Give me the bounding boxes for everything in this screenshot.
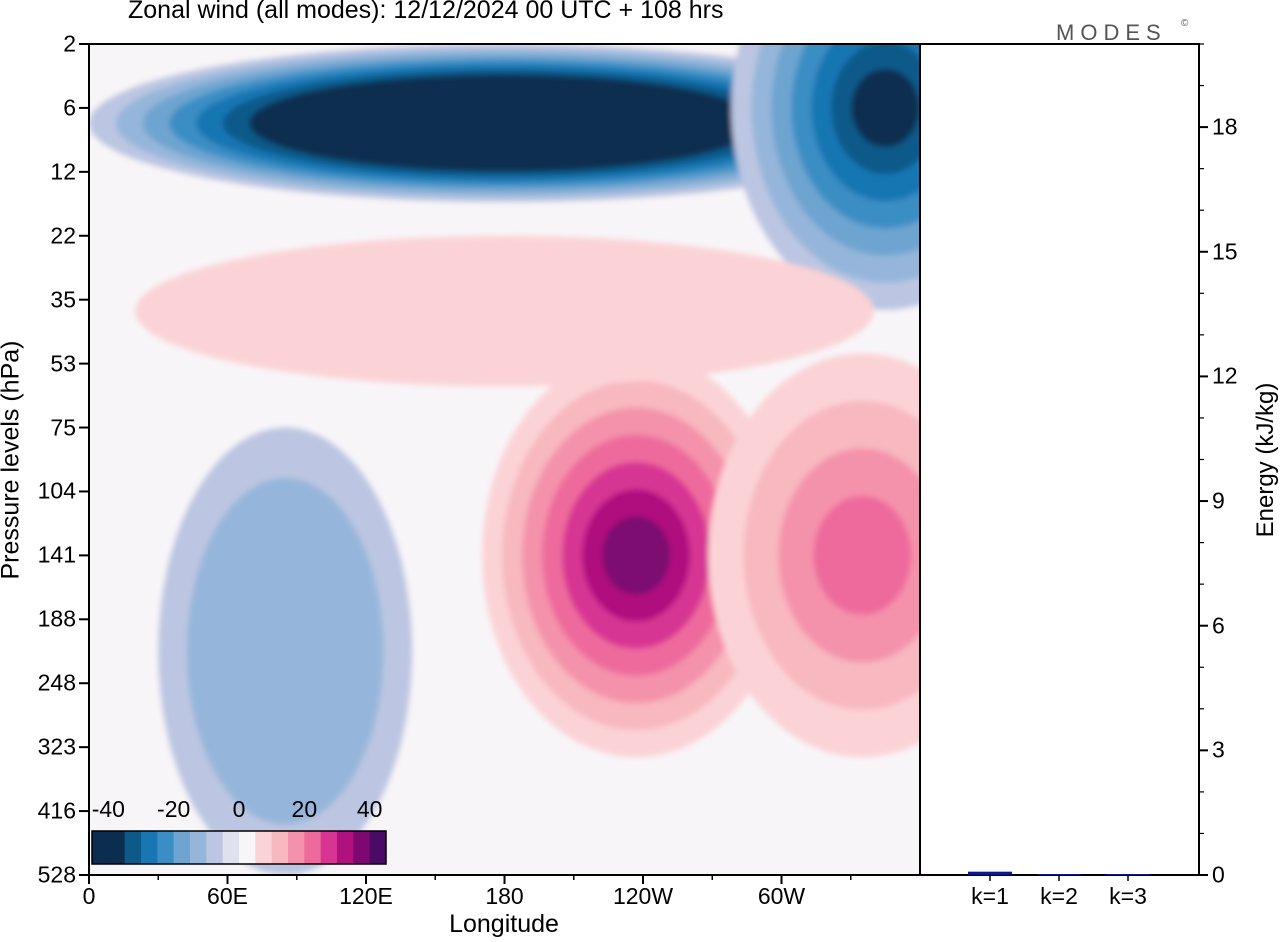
- y-tick-label: 141: [37, 541, 76, 568]
- colorbar-swatch: [320, 831, 338, 864]
- x-axis-label: Longitude: [449, 910, 559, 938]
- x-tick-label: 0: [82, 883, 96, 909]
- energy-bar-k=1: [968, 871, 1012, 875]
- y-tick-label: 528: [37, 861, 76, 888]
- mode-tick-label: k=3: [1109, 883, 1147, 909]
- field-feature-5: [158, 427, 413, 875]
- field-feature-0: [89, 44, 920, 203]
- colorbar-swatch: [271, 831, 289, 864]
- energy-bar-k=2: [1037, 874, 1081, 875]
- y-tick-label: 22: [50, 222, 76, 249]
- mode-tick-label: k=2: [1040, 883, 1078, 909]
- x-tick-label: 60E: [207, 883, 248, 909]
- colorbar-swatch: [369, 831, 387, 864]
- colorbar-swatch: [92, 831, 109, 864]
- energy-bars: [968, 871, 1150, 881]
- colorbar-swatch: [108, 831, 126, 864]
- colorbar-swatch: [337, 831, 354, 864]
- field-feature-2: [482, 353, 791, 758]
- colorbar-label: 0: [232, 796, 246, 822]
- energy-bar-k=3: [1106, 874, 1150, 875]
- colorbar-swatch: [206, 831, 224, 864]
- colorbar-label: 20: [291, 796, 318, 822]
- energy-tick-label: 6: [1212, 612, 1225, 639]
- colorbar-swatch: [304, 831, 322, 864]
- colorbar: [91, 830, 387, 865]
- colorbar-label: -20: [157, 796, 191, 822]
- energy-tick-label: 9: [1212, 487, 1225, 514]
- field-feature-1: [731, 44, 920, 310]
- field-contour: [249, 74, 760, 172]
- colorbar-swatch: [222, 831, 240, 864]
- energy-tick-label: 15: [1212, 238, 1238, 265]
- y-tick-label: 416: [37, 797, 76, 824]
- colorbar-swatch: [190, 831, 207, 864]
- y-tick-label: 104: [37, 477, 76, 504]
- x-tick-label: 120E: [339, 883, 393, 909]
- energy-tick-label: 12: [1212, 362, 1238, 389]
- y-tick-label: 323: [37, 733, 76, 760]
- colorbar-label: 40: [356, 796, 383, 822]
- colorbar-swatch: [141, 831, 158, 864]
- y-tick-label: 53: [50, 350, 76, 377]
- energy-tick-label: 3: [1212, 736, 1225, 763]
- y-tick-label: 2: [63, 30, 76, 57]
- energy-axis-label: Energy (kJ/kg): [1252, 382, 1279, 538]
- chart-title: Zonal wind (all modes): 12/12/2024 00 UT…: [128, 0, 724, 24]
- colorbar-swatch: [255, 831, 273, 864]
- field-feature-3: [708, 353, 920, 758]
- field-contour: [813, 495, 912, 615]
- axes: [79, 43, 1208, 884]
- copyright-mark: ©: [1181, 18, 1189, 29]
- energy-tick-label: 0: [1212, 861, 1225, 888]
- colorbar-label: -40: [91, 796, 125, 822]
- energy-tick-label: 18: [1212, 113, 1238, 140]
- colorbar-swatch: [288, 831, 305, 864]
- colorbar-swatch: [239, 831, 256, 864]
- y-tick-label: 12: [50, 158, 76, 185]
- y-tick-label: 188: [37, 605, 76, 632]
- x-tick-label: 180: [485, 883, 524, 909]
- colorbar-swatch: [157, 831, 175, 864]
- field-contour: [186, 477, 384, 825]
- field-contour: [851, 68, 920, 148]
- y-tick-label: 248: [37, 669, 76, 696]
- x-tick-label: 60W: [757, 883, 806, 909]
- x-tick-label: 120W: [612, 883, 674, 909]
- y-tick-label: 6: [63, 94, 76, 121]
- colorbar-swatch: [124, 831, 142, 864]
- energy-frame: [919, 43, 1200, 876]
- field-contour: [602, 516, 671, 595]
- heatmap-field: [89, 44, 920, 875]
- y-tick-label: 35: [50, 286, 76, 313]
- mode-tick-label: k=1: [971, 883, 1009, 909]
- colorbar-swatch: [353, 831, 371, 864]
- y-tick-label: 75: [50, 414, 76, 441]
- field-feature-4: [135, 235, 874, 387]
- colorbar-frame: [91, 830, 387, 865]
- modes-logo: MODES: [1056, 20, 1167, 45]
- field-contour: [135, 235, 874, 387]
- colorbar-swatch: [173, 831, 191, 864]
